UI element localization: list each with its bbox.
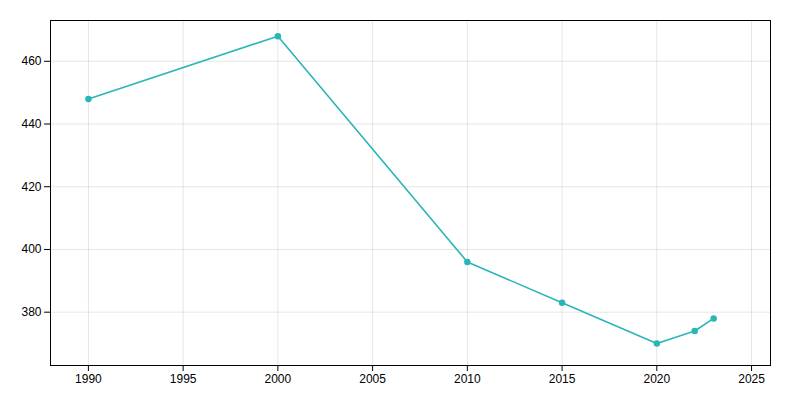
svg-text:440: 440: [21, 117, 41, 131]
svg-text:2020: 2020: [643, 372, 670, 386]
svg-text:1990: 1990: [75, 372, 102, 386]
svg-text:460: 460: [21, 54, 41, 68]
svg-text:2015: 2015: [549, 372, 576, 386]
svg-text:2005: 2005: [359, 372, 386, 386]
svg-text:2010: 2010: [454, 372, 481, 386]
svg-text:420: 420: [21, 180, 41, 194]
svg-text:380: 380: [21, 305, 41, 319]
svg-text:2000: 2000: [265, 372, 292, 386]
svg-text:2025: 2025: [738, 372, 765, 386]
svg-text:1995: 1995: [170, 372, 197, 386]
svg-text:400: 400: [21, 242, 41, 256]
